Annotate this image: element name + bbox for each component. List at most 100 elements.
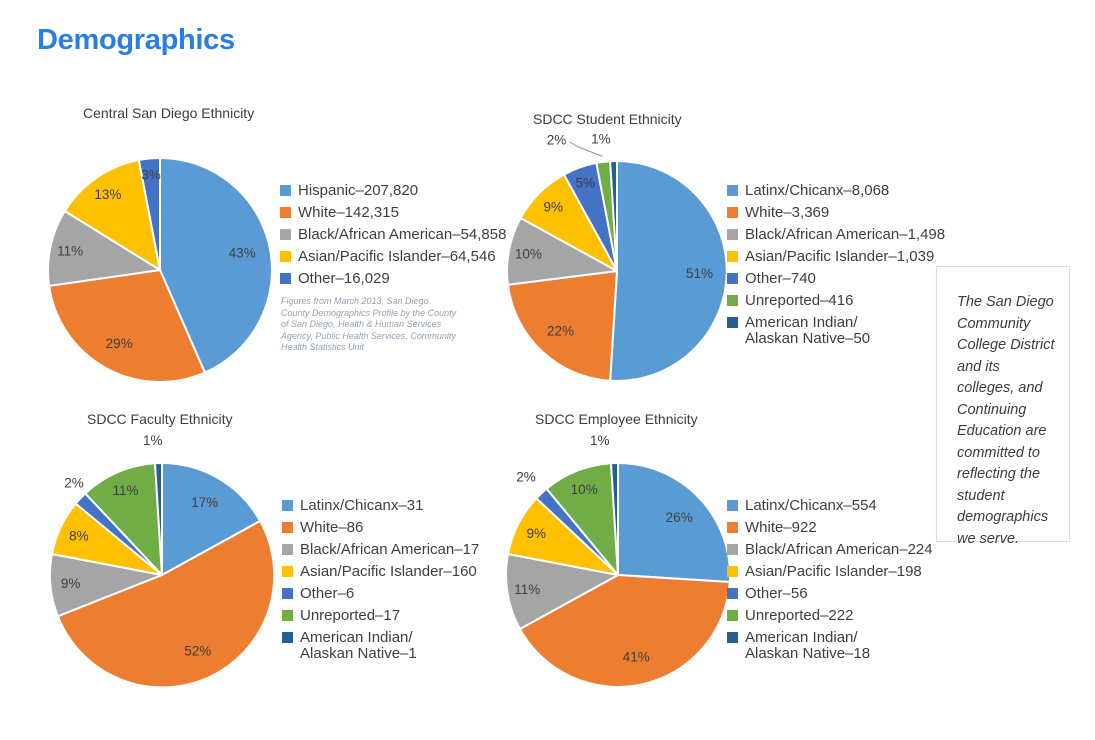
legend-item-hispanic: Hispanic–207,820 (280, 183, 506, 199)
legend-item-asian-pacific-islander: Asian/Pacific Islander–64,546 (280, 249, 506, 265)
legend-swatch (282, 500, 293, 511)
percent-label-asian-pacific-islander: 9% (526, 526, 546, 541)
source-note: Figures from March 2013, San Diego Count… (281, 296, 457, 352)
legend-swatch (282, 566, 293, 577)
percent-label-black-african-american: 11% (57, 244, 83, 259)
legend-label: Latinx/Chicanx–554 (745, 497, 877, 514)
legend-item-black-african-american: Black/African American–1,498 (727, 227, 945, 243)
legend-item-black-african-american: Black/African American–17 (282, 542, 479, 558)
pie-chart-central-san-diego: 43% 29% 11% 13% 3% (46, 156, 273, 383)
pie-slice-hispanic (159, 157, 273, 374)
pie-slice-other (137, 156, 161, 271)
legend-swatch (280, 273, 291, 284)
sidebar-note-box: The San Diego Community College District… (936, 266, 1070, 547)
chart-title: SDCC Employee Ethnicity (535, 411, 698, 427)
percent-label-white: 41% (623, 650, 650, 665)
legend-label: American Indian/ Alaskan Native–18 (745, 629, 871, 662)
pie-slice-unreported (84, 462, 163, 576)
legend-item-white: White–86 (282, 520, 479, 536)
legend-swatch (727, 522, 738, 533)
chart-title: Central San Diego Ethnicity (83, 105, 255, 121)
legend-swatch (727, 273, 738, 284)
sidebar-note-text: The San Diego Community College District… (957, 294, 1055, 547)
pie-slice-american-indian-alaskan-native (609, 159, 618, 272)
legend-label: White–142,315 (298, 204, 399, 221)
percent-label-white: 22% (547, 324, 574, 339)
legend-swatch (282, 632, 293, 643)
legend-label: Unreported–17 (300, 607, 401, 624)
legend-label: American Indian/ Alaskan Native–1 (300, 629, 417, 662)
legend-label: Asian/Pacific Islander–198 (745, 563, 922, 580)
legend-swatch (280, 207, 291, 218)
legend-label: Unreported–416 (745, 292, 854, 309)
legend-label: Other–740 (745, 270, 816, 287)
legend-item-latinx-chicanx: Latinx/Chicanx–8,068 (727, 183, 945, 199)
pie-slice-white (56, 520, 276, 689)
legend: Latinx/Chicanx–31 White–86 Black/African A… (282, 498, 479, 668)
percent-label-latinx-chicanx: 26% (666, 510, 693, 525)
legend-swatch (727, 632, 738, 643)
percent-label-white: 52% (184, 644, 211, 659)
legend-label: Unreported–222 (745, 607, 854, 624)
chart-title: SDCC Student Ethnicity (533, 111, 682, 127)
percent-label-unreported: 2% (547, 133, 567, 148)
legend-label: Black/African American–54,858 (298, 226, 507, 243)
legend-swatch (282, 522, 293, 533)
legend-label: White–922 (745, 519, 817, 536)
percent-label-other: 5% (576, 176, 596, 191)
legend-swatch (282, 610, 293, 621)
legend-item-other: Other–740 (727, 271, 945, 287)
legend-label: Other–16,029 (298, 270, 390, 287)
legend-swatch (280, 229, 291, 240)
legend-label: Black/African American–17 (300, 541, 480, 558)
pie-slice-black-african-american (505, 553, 619, 630)
percent-label-asian-pacific-islander: 8% (69, 528, 89, 543)
legend-label: Latinx/Chicanx–8,068 (745, 182, 890, 199)
percent-label-latinx-chicanx: 51% (686, 266, 713, 281)
legend-item-american-indian-alaskan-native: American Indian/ Alaskan Native–18 (727, 630, 933, 661)
legend-swatch (727, 566, 738, 577)
pie-slice-american-indian-alaskan-native (610, 461, 619, 576)
legend-swatch (727, 207, 738, 218)
legend: Latinx/Chicanx–8,068 White–3,369 Black/Afr… (727, 183, 945, 353)
legend-label: Other–56 (745, 585, 808, 602)
pie-slice-latinx-chicanx (161, 462, 262, 576)
legend-item-white: White–3,369 (727, 205, 945, 221)
legend-swatch (727, 610, 738, 621)
percent-label-black-african-american: 9% (61, 576, 81, 591)
legend-swatch (727, 229, 738, 240)
legend-label: White–86 (300, 519, 364, 536)
legend-item-black-african-american: Black/African American–54,858 (280, 227, 506, 243)
pie-slice-white (506, 270, 618, 382)
pie-chart-sdcc-student: 51% 22% 10% 9% 5% 2% 1% (506, 132, 728, 382)
legend-swatch (727, 185, 738, 196)
legend-swatch (280, 185, 291, 196)
percent-label-other: 3% (141, 168, 161, 183)
pie-chart-sdcc-employee: 26% 41% 11% 9% 2% 10% 1% (505, 433, 732, 688)
percent-label-leader-line (569, 141, 603, 157)
percent-label-american-indian-alaskan-native: 1% (590, 433, 610, 448)
legend-item-other: Other–6 (282, 586, 479, 602)
legend-label: Other–6 (300, 585, 355, 602)
percent-label-american-indian-alaskan-native: 1% (143, 433, 163, 448)
legend-item-unreported: Unreported–222 (727, 608, 933, 624)
chart-title: SDCC Faculty Ethnicity (87, 411, 233, 427)
legend-swatch (282, 544, 293, 555)
percent-label-american-indian-alaskan-native: 1% (591, 132, 611, 147)
legend-item-american-indian-alaskan-native: American Indian/ Alaskan Native–50 (727, 315, 945, 346)
pie-chart-sdcc-faculty: 17% 52% 9% 8% 2% 11% 1% (49, 433, 276, 689)
legend-item-other: Other–56 (727, 586, 933, 602)
pie-slice-white (518, 574, 731, 688)
legend-swatch (282, 588, 293, 599)
legend-label: Asian/Pacific Islander–64,546 (298, 248, 496, 265)
percent-label-asian-pacific-islander: 13% (94, 187, 121, 202)
legend-label: Latinx/Chicanx–31 (300, 497, 424, 514)
legend-swatch (280, 251, 291, 262)
legend-item-asian-pacific-islander: Asian/Pacific Islander–198 (727, 564, 933, 580)
pie-slice-white (48, 269, 206, 383)
legend-item-unreported: Unreported–17 (282, 608, 479, 624)
percent-label-latinx-chicanx: 17% (191, 495, 218, 510)
legend-swatch (727, 588, 738, 599)
legend-swatch (727, 544, 738, 555)
legend-item-latinx-chicanx: Latinx/Chicanx–31 (282, 498, 479, 514)
